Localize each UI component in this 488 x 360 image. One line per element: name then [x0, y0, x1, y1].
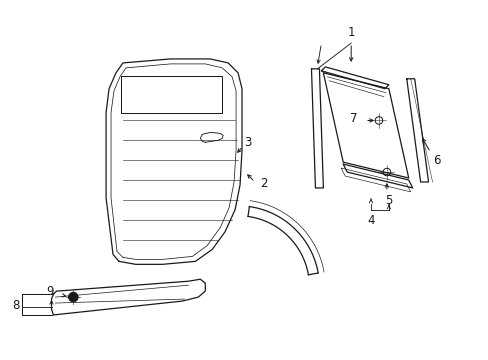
Text: 9: 9 [46, 285, 53, 298]
Text: 3: 3 [244, 136, 251, 149]
Text: 8: 8 [12, 298, 19, 311]
Text: 1: 1 [346, 26, 354, 39]
Circle shape [68, 292, 78, 302]
Text: 7: 7 [349, 112, 356, 125]
Text: 2: 2 [259, 177, 267, 190]
Text: 6: 6 [433, 154, 440, 167]
Text: 5: 5 [385, 194, 392, 207]
Text: 4: 4 [366, 214, 374, 227]
